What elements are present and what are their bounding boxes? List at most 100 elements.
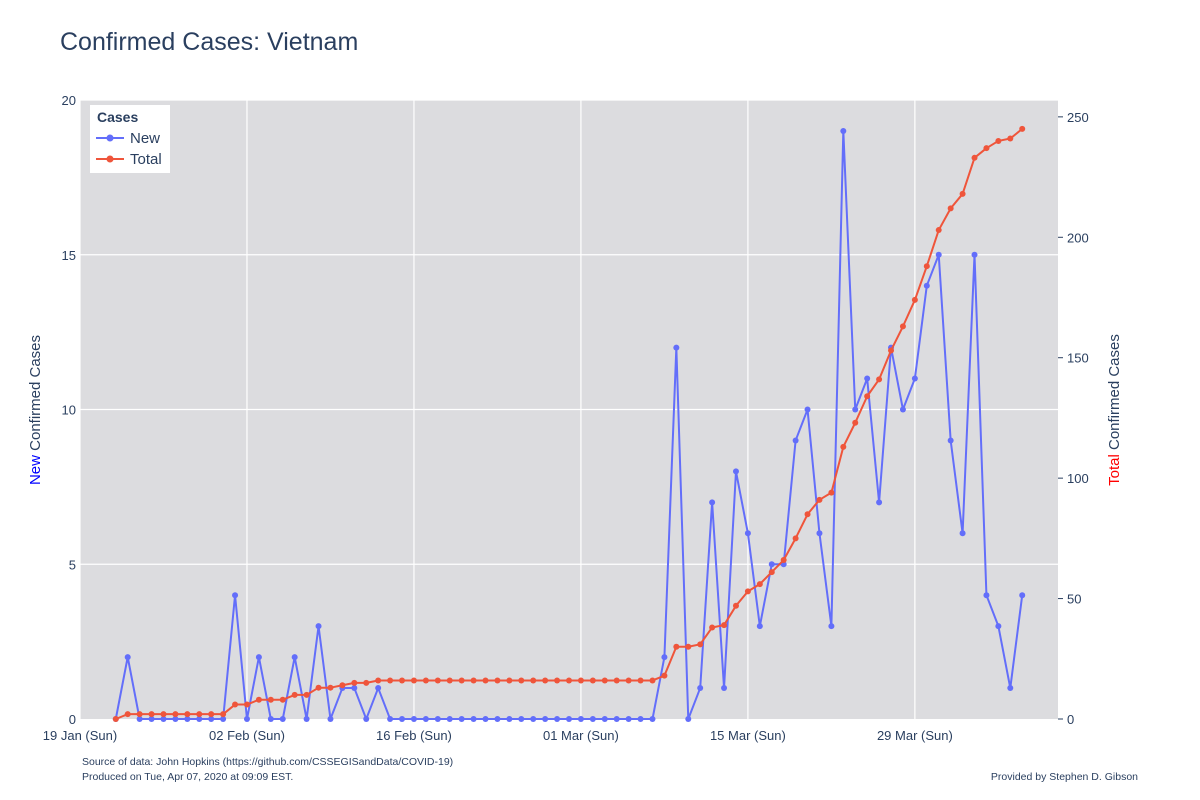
data-point-new[interactable]: [804, 406, 811, 413]
data-point-new[interactable]: [184, 716, 191, 722]
data-point-new[interactable]: [303, 716, 310, 722]
data-point-total[interactable]: [410, 677, 417, 684]
data-point-total[interactable]: [208, 711, 215, 718]
data-point-new[interactable]: [446, 716, 453, 722]
data-point-total[interactable]: [112, 716, 119, 722]
data-point-total[interactable]: [923, 263, 930, 270]
data-point-total[interactable]: [566, 677, 572, 684]
data-point-total[interactable]: [649, 677, 656, 684]
data-point-total[interactable]: [911, 296, 918, 303]
data-point-new[interactable]: [315, 623, 322, 630]
data-point-new[interactable]: [196, 716, 203, 722]
data-point-total[interactable]: [291, 691, 298, 698]
data-point-total[interactable]: [434, 677, 441, 684]
data-point-new[interactable]: [279, 716, 286, 722]
data-point-new[interactable]: [482, 716, 489, 722]
data-point-total[interactable]: [768, 569, 775, 576]
data-point-new[interactable]: [923, 282, 930, 289]
data-point-new[interactable]: [422, 716, 429, 722]
data-point-total[interactable]: [947, 205, 954, 212]
data-point-new[interactable]: [589, 716, 596, 722]
data-point-new[interactable]: [637, 716, 644, 722]
data-point-new[interactable]: [243, 716, 250, 722]
data-point-total[interactable]: [589, 677, 596, 684]
data-point-total[interactable]: [160, 711, 167, 718]
legend-item-total[interactable]: Total: [96, 151, 162, 168]
data-point-new[interactable]: [1007, 685, 1014, 692]
data-point-total[interactable]: [184, 711, 191, 718]
data-point-new[interactable]: [327, 716, 334, 722]
data-point-new[interactable]: [220, 716, 227, 722]
data-point-new[interactable]: [768, 561, 775, 568]
data-point-total[interactable]: [243, 701, 250, 708]
data-point-new[interactable]: [554, 716, 561, 722]
data-point-new[interactable]: [160, 716, 167, 722]
data-point-new[interactable]: [709, 499, 716, 506]
data-point-total[interactable]: [387, 677, 394, 684]
data-point-total[interactable]: [816, 496, 823, 503]
data-point-total[interactable]: [685, 643, 692, 650]
data-point-new[interactable]: [375, 685, 382, 692]
data-point-total[interactable]: [542, 677, 549, 684]
data-point-new[interactable]: [864, 375, 871, 382]
data-point-total[interactable]: [554, 677, 561, 684]
data-point-total[interactable]: [661, 672, 668, 679]
data-point-new[interactable]: [399, 716, 406, 722]
data-point-total[interactable]: [255, 696, 262, 703]
data-point-total[interactable]: [888, 347, 895, 354]
data-point-new[interactable]: [172, 716, 179, 722]
data-point-total[interactable]: [1007, 135, 1014, 142]
data-point-new[interactable]: [613, 716, 620, 722]
data-point-new[interactable]: [148, 716, 155, 722]
data-point-total[interactable]: [780, 557, 787, 564]
data-point-new[interactable]: [363, 716, 370, 722]
data-point-total[interactable]: [899, 323, 906, 330]
data-point-new[interactable]: [470, 716, 477, 722]
data-point-total[interactable]: [220, 711, 227, 718]
data-point-total[interactable]: [673, 643, 680, 650]
data-point-total[interactable]: [613, 677, 620, 684]
data-point-total[interactable]: [518, 677, 525, 684]
data-point-new[interactable]: [530, 716, 537, 722]
data-point-total[interactable]: [840, 443, 847, 450]
data-point-new[interactable]: [876, 499, 883, 506]
data-point-total[interactable]: [363, 679, 370, 686]
data-point-total[interactable]: [828, 489, 835, 496]
data-point-total[interactable]: [303, 691, 310, 698]
data-point-new[interactable]: [434, 716, 441, 722]
data-point-new[interactable]: [291, 654, 298, 661]
data-point-total[interactable]: [124, 711, 131, 718]
data-point-new[interactable]: [661, 654, 668, 661]
data-point-new[interactable]: [947, 437, 954, 444]
data-point-new[interactable]: [721, 685, 728, 692]
data-point-total[interactable]: [637, 677, 644, 684]
data-point-total[interactable]: [279, 696, 286, 703]
data-point-new[interactable]: [232, 592, 239, 599]
data-point-new[interactable]: [697, 685, 704, 692]
data-point-total[interactable]: [315, 684, 322, 691]
data-point-total[interactable]: [935, 227, 942, 234]
data-point-total[interactable]: [470, 677, 477, 684]
data-point-total[interactable]: [792, 535, 799, 542]
data-point-total[interactable]: [339, 682, 346, 689]
data-point-total[interactable]: [625, 677, 632, 684]
data-point-total[interactable]: [375, 677, 382, 684]
data-point-total[interactable]: [196, 711, 203, 718]
data-point-new[interactable]: [625, 716, 632, 722]
data-point-total[interactable]: [804, 511, 811, 518]
data-point-new[interactable]: [124, 654, 131, 661]
data-point-total[interactable]: [506, 677, 513, 684]
data-point-new[interactable]: [816, 530, 823, 537]
data-point-new[interactable]: [983, 592, 990, 599]
data-point-total[interactable]: [959, 190, 966, 197]
legend-item-new[interactable]: New: [96, 130, 160, 147]
data-point-total[interactable]: [697, 641, 704, 648]
data-point-new[interactable]: [935, 251, 942, 258]
data-point-new[interactable]: [577, 716, 584, 722]
data-point-total[interactable]: [136, 711, 143, 718]
data-point-new[interactable]: [673, 344, 680, 351]
data-point-total[interactable]: [756, 581, 763, 588]
data-point-new[interactable]: [840, 127, 847, 134]
data-point-new[interactable]: [971, 251, 978, 258]
data-point-total[interactable]: [1019, 125, 1026, 132]
